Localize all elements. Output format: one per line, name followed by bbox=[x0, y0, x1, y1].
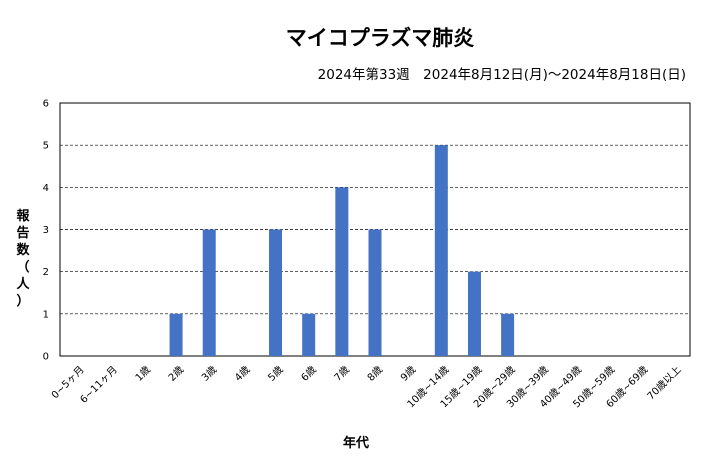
bar-7 bbox=[302, 313, 316, 356]
bar-6 bbox=[269, 229, 283, 356]
x-tick-label: 4歳 bbox=[232, 364, 252, 384]
x-tick-label: 7歳 bbox=[332, 364, 352, 384]
x-tick-label: 70歳以上 bbox=[645, 364, 684, 403]
chart-title: マイコプラズマ肺炎 bbox=[285, 26, 475, 50]
x-tick-label: 9歳 bbox=[398, 364, 418, 384]
x-tick-label: 5歳 bbox=[266, 364, 286, 384]
bar-11 bbox=[434, 145, 448, 356]
y-tick-label: 4 bbox=[43, 183, 49, 194]
y-tick-label: 2 bbox=[43, 267, 49, 278]
y-axis-label: 報告数（人） bbox=[16, 208, 30, 309]
bar-8 bbox=[335, 187, 349, 356]
y-tick-label: 3 bbox=[43, 225, 49, 236]
bar-3 bbox=[169, 313, 183, 356]
x-tick-label: 1歳 bbox=[133, 364, 153, 384]
bar-12 bbox=[467, 271, 481, 356]
x-tick-label: 8歳 bbox=[365, 364, 385, 384]
bar-4 bbox=[202, 229, 216, 356]
chart-subtitle: 2024年第33週 2024年8月12日(月)～2024年8月18日(日) bbox=[317, 67, 686, 83]
y-tick-label: 5 bbox=[43, 141, 49, 152]
bar-9 bbox=[368, 229, 382, 356]
bar-13 bbox=[501, 313, 515, 356]
y-tick-label: 6 bbox=[43, 99, 49, 110]
y-tick-label: 1 bbox=[43, 309, 49, 320]
x-tick-label: 2歳 bbox=[166, 364, 186, 384]
x-axis-label: 年代 bbox=[343, 435, 369, 451]
x-tick-label: 6歳 bbox=[299, 364, 319, 384]
y-tick-label: 0 bbox=[43, 352, 49, 363]
x-tick-label: 3歳 bbox=[199, 364, 219, 384]
